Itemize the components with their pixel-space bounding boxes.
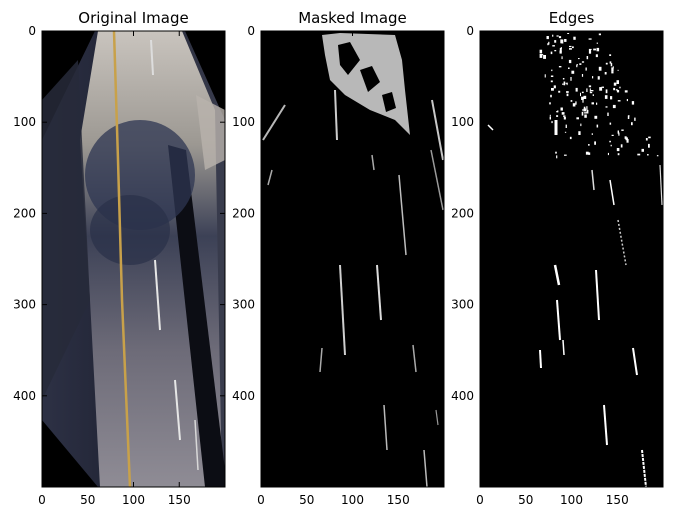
y-tick-label: 400 bbox=[13, 389, 36, 403]
y-tick-label: 100 bbox=[451, 115, 474, 129]
panel-masked: Masked Image 0 50 100 150 0 100 200 300 400 bbox=[232, 9, 445, 507]
y-tick-label: 400 bbox=[232, 389, 255, 403]
y-tick-label: 100 bbox=[232, 115, 255, 129]
y-tick-label: 300 bbox=[232, 298, 255, 312]
y-tick-label: 200 bbox=[451, 206, 474, 220]
x-tick-label: 0 bbox=[38, 493, 46, 507]
y-tick-label: 200 bbox=[232, 206, 255, 220]
y-tick-label: 0 bbox=[247, 24, 255, 38]
original-image bbox=[42, 31, 225, 487]
x-tick-label: 0 bbox=[476, 493, 484, 507]
y-tick-label: 0 bbox=[466, 24, 474, 38]
edges-image bbox=[480, 31, 663, 487]
y-tick-label: 300 bbox=[451, 298, 474, 312]
masked-axes: 0 50 100 150 0 100 200 300 400 bbox=[232, 24, 444, 507]
x-tick-label: 50 bbox=[299, 493, 314, 507]
x-tick-label: 150 bbox=[387, 493, 410, 507]
edges-title: Edges bbox=[549, 9, 595, 27]
x-tick-label: 50 bbox=[518, 493, 533, 507]
original-title: Original Image bbox=[78, 9, 188, 27]
y-tick-label: 300 bbox=[13, 298, 36, 312]
x-tick-label: 50 bbox=[80, 493, 95, 507]
y-tick-label: 0 bbox=[28, 24, 36, 38]
x-tick-label: 100 bbox=[560, 493, 583, 507]
edges-axes: 0 50 100 150 0 100 200 300 400 bbox=[451, 24, 663, 507]
masked-image bbox=[261, 31, 444, 487]
x-tick-label: 100 bbox=[122, 493, 145, 507]
panel-edges: Edges 0 50 100 150 0 100 200 300 400 bbox=[451, 9, 664, 507]
edge-speckles bbox=[539, 33, 659, 159]
x-tick-label: 100 bbox=[341, 493, 364, 507]
x-tick-label: 150 bbox=[606, 493, 629, 507]
y-tick-label: 400 bbox=[451, 389, 474, 403]
x-tick-label: 0 bbox=[257, 493, 265, 507]
x-tick-label: 150 bbox=[168, 493, 191, 507]
y-tick-label: 100 bbox=[13, 115, 36, 129]
panel-original: Original Image 0 50 100 150 0 100 200 300 400 bbox=[13, 9, 226, 507]
original-axes: 0 50 100 150 0 100 200 300 400 bbox=[13, 24, 225, 507]
y-tick-label: 200 bbox=[13, 206, 36, 220]
masked-title: Masked Image bbox=[298, 9, 407, 27]
